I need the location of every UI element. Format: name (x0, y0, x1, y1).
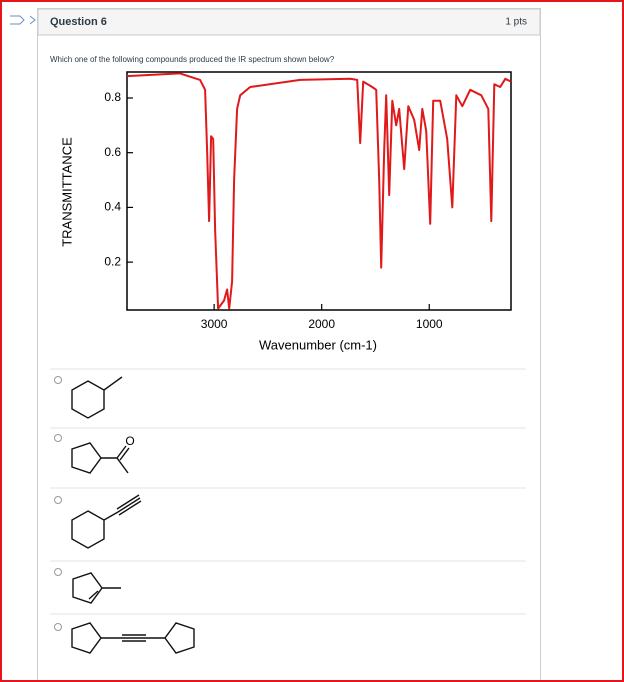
y-tick-label: 0.2 (104, 254, 121, 268)
flag-icon (29, 15, 36, 25)
oxygen-label: O (125, 434, 134, 448)
y-axis-title: TRANSMITTANCE (59, 137, 74, 247)
structure-3 (71, 494, 142, 549)
question-points: 1 pts (505, 17, 527, 28)
x-tick-label: 3000 (201, 317, 228, 331)
radio-group (54, 376, 62, 631)
structure-1 (71, 376, 123, 419)
y-tick-label: 0.4 (104, 200, 121, 214)
x-tick-label: 2000 (308, 317, 335, 331)
y-tick-label: 0.6 (104, 145, 121, 159)
structure-2 (71, 442, 130, 474)
question-title: Question 6 (50, 16, 107, 28)
x-axis-title: Wavenumber (cm-1) (259, 337, 377, 352)
separators (50, 368, 526, 615)
spectrum-line (126, 72, 512, 310)
radio-button[interactable] (54, 434, 62, 442)
radio-button[interactable] (54, 376, 62, 384)
radio-button[interactable] (54, 568, 62, 576)
ir-spectrum: TRANSMITTANCE Wavenumber (cm-1) 0.2 0.4 0.… (59, 71, 512, 352)
structure-5 (71, 622, 195, 654)
radio-button[interactable] (54, 623, 62, 631)
structure-4 (72, 572, 121, 604)
bookmark-icon[interactable] (10, 15, 25, 25)
y-tick-label: 0.8 (104, 90, 121, 104)
radio-button[interactable] (54, 496, 62, 504)
question-prompt: Which one of the following compounds pro… (50, 55, 335, 64)
x-tick-label: 1000 (416, 317, 443, 331)
plot-frame (126, 71, 512, 311)
question-header (37, 8, 541, 36)
